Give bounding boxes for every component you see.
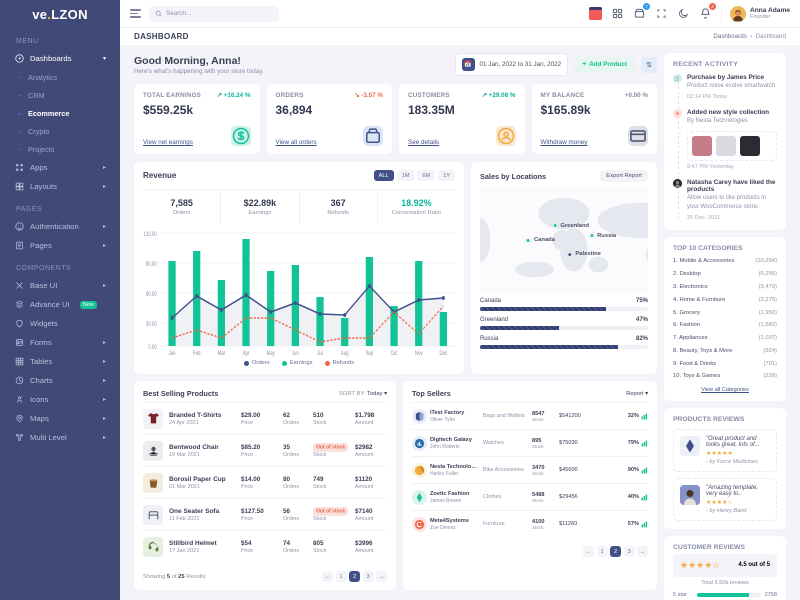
svg-text:Jan: Jan: [169, 350, 176, 357]
svg-text:120.00: 120.00: [143, 231, 156, 238]
svg-text:30.00: 30.00: [146, 321, 157, 328]
svg-text:Sep: Sep: [366, 350, 374, 357]
svg-text:0.00: 0.00: [148, 344, 157, 351]
svg-text:Apr: Apr: [243, 350, 250, 357]
svg-text:Dec: Dec: [440, 350, 448, 357]
svg-text:90.00: 90.00: [146, 261, 157, 268]
svg-text:Jul: Jul: [317, 350, 323, 357]
svg-text:May: May: [267, 350, 276, 357]
svg-text:60.00: 60.00: [146, 291, 157, 298]
svg-text:Feb: Feb: [193, 350, 201, 357]
svg-text:Aug: Aug: [341, 350, 349, 357]
svg-text:Jun: Jun: [292, 350, 299, 357]
svg-text:Nov: Nov: [415, 350, 423, 357]
svg-text:Mar: Mar: [218, 350, 226, 357]
svg-text:Oct: Oct: [391, 350, 398, 357]
